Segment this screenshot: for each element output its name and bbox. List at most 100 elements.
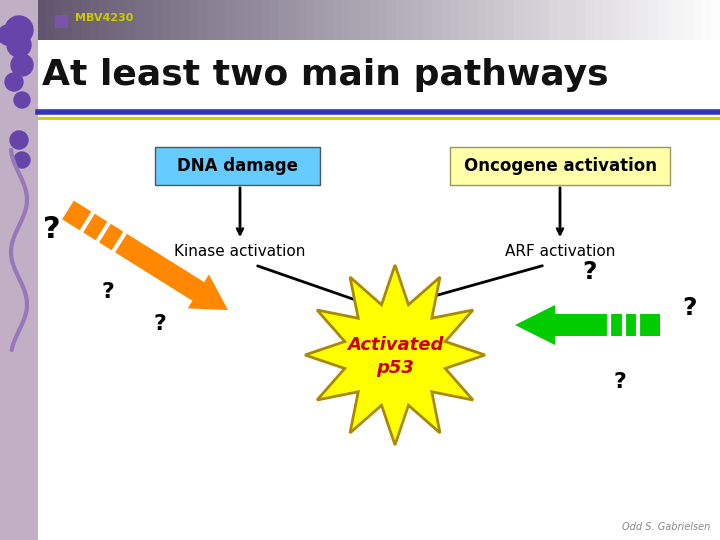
Bar — [243, 0, 253, 40]
Bar — [387, 0, 397, 40]
Text: At least two main pathways: At least two main pathways — [42, 58, 608, 92]
Bar — [639, 0, 649, 40]
Bar — [81, 0, 91, 40]
Bar — [55, 15, 68, 28]
Bar — [441, 0, 451, 40]
Bar — [9, 0, 19, 40]
Bar — [99, 0, 109, 40]
Bar — [0, 0, 10, 40]
Text: ?: ? — [582, 260, 598, 284]
Text: p53: p53 — [376, 359, 414, 377]
Bar — [189, 0, 199, 40]
Bar — [486, 0, 496, 40]
Bar — [567, 0, 577, 40]
Bar — [621, 0, 631, 40]
Bar — [207, 0, 217, 40]
Bar — [495, 0, 505, 40]
Text: Activated: Activated — [347, 336, 444, 354]
Bar — [558, 0, 568, 40]
Bar — [432, 0, 442, 40]
Bar — [333, 0, 343, 40]
Bar — [675, 0, 685, 40]
Text: MBV4230: MBV4230 — [75, 13, 133, 23]
Text: ?: ? — [153, 314, 166, 334]
Bar — [513, 0, 523, 40]
Bar — [657, 0, 667, 40]
Text: ?: ? — [43, 215, 60, 245]
Bar — [315, 0, 325, 40]
Bar — [216, 0, 226, 40]
Bar — [396, 0, 406, 40]
Bar — [162, 0, 172, 40]
Bar — [711, 0, 720, 40]
Bar — [225, 0, 235, 40]
Bar — [252, 0, 262, 40]
Bar — [693, 0, 703, 40]
Bar — [594, 0, 604, 40]
Bar — [576, 0, 586, 40]
Bar — [38, 40, 720, 110]
Bar — [153, 0, 163, 40]
Bar — [18, 0, 28, 40]
Bar — [45, 0, 55, 40]
Bar — [423, 0, 433, 40]
Text: DNA damage: DNA damage — [177, 157, 298, 175]
Bar — [450, 147, 670, 185]
Bar — [198, 0, 208, 40]
Bar — [135, 0, 145, 40]
Bar — [270, 0, 280, 40]
Bar — [405, 0, 415, 40]
Bar — [603, 0, 613, 40]
Bar — [180, 0, 190, 40]
Bar — [549, 0, 559, 40]
Bar — [54, 0, 64, 40]
Bar — [351, 0, 361, 40]
Bar — [702, 0, 712, 40]
Bar — [324, 0, 334, 40]
Circle shape — [10, 131, 28, 149]
Bar — [279, 0, 289, 40]
Text: ?: ? — [683, 296, 697, 320]
Circle shape — [7, 33, 31, 57]
Bar — [27, 0, 37, 40]
Bar — [306, 0, 316, 40]
Bar — [468, 0, 478, 40]
Text: Kinase activation: Kinase activation — [174, 245, 306, 260]
Bar — [155, 147, 320, 185]
Bar — [522, 0, 532, 40]
Circle shape — [0, 25, 18, 45]
Bar — [144, 0, 154, 40]
Bar — [261, 0, 271, 40]
Circle shape — [14, 152, 30, 168]
Bar — [36, 0, 46, 40]
Bar — [63, 0, 73, 40]
Text: Oncogene activation: Oncogene activation — [464, 157, 657, 175]
Bar — [504, 0, 514, 40]
Text: ?: ? — [102, 282, 114, 302]
Polygon shape — [305, 265, 485, 445]
Bar — [297, 0, 307, 40]
Bar — [666, 0, 676, 40]
Bar — [90, 0, 100, 40]
Bar — [342, 0, 352, 40]
Bar — [171, 0, 181, 40]
Bar — [585, 0, 595, 40]
Text: ?: ? — [613, 372, 626, 392]
Bar — [288, 0, 298, 40]
Bar — [459, 0, 469, 40]
Bar — [450, 0, 460, 40]
Circle shape — [5, 16, 33, 44]
Bar — [108, 0, 118, 40]
Circle shape — [5, 73, 23, 91]
Bar — [234, 0, 244, 40]
Circle shape — [14, 92, 30, 108]
Bar — [126, 0, 136, 40]
Bar — [540, 0, 550, 40]
Bar — [630, 0, 640, 40]
Bar — [72, 0, 82, 40]
FancyArrow shape — [62, 201, 228, 310]
Bar — [0, 0, 38, 540]
Bar — [378, 0, 388, 40]
Bar — [117, 0, 127, 40]
Bar — [360, 0, 370, 40]
